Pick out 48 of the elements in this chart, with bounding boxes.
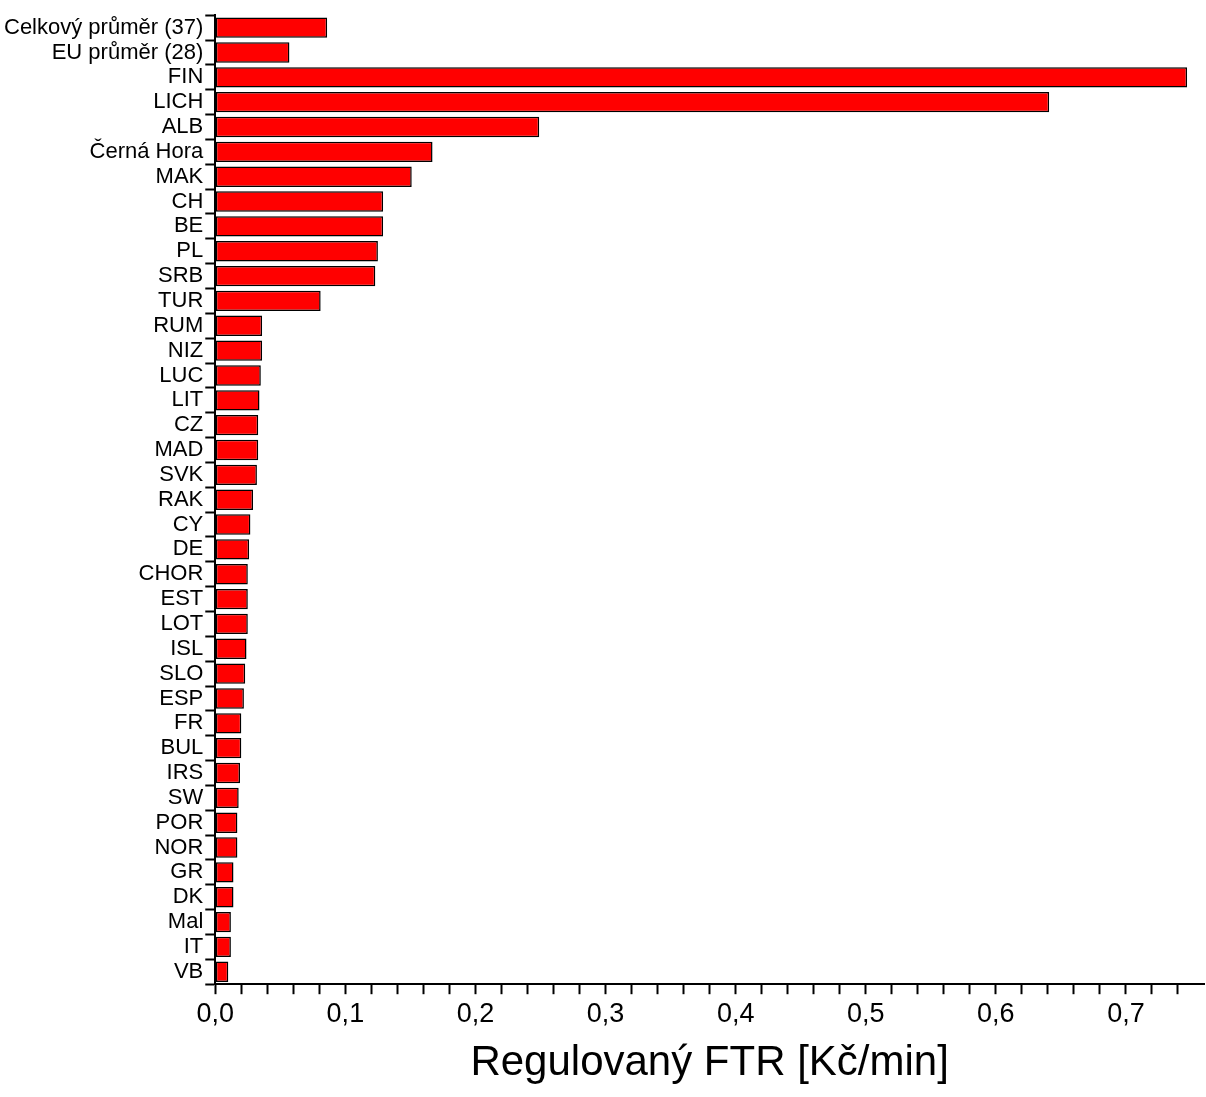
y-tick-label: RAK [158,485,204,511]
y-tick-label: IRS [166,759,204,785]
y-tick-label: LIT [171,386,204,412]
y-tick-label: SRB [158,262,204,288]
x-tick-label: 0,5 [846,997,885,1028]
y-tick-label: ALB [161,113,204,139]
y-tick-label: NOR [154,833,204,859]
y-tick-label: MAK [155,162,204,188]
x-tick-label: 0,6 [977,997,1015,1028]
y-tick-label: GR [170,858,204,884]
x-tick-label: 0,4 [716,997,755,1028]
y-tick-label: LUC [159,361,204,387]
y-tick-label: CHOR [138,560,204,586]
x-tick-label: 0,0 [196,997,235,1028]
y-tick-label: FR [173,709,204,735]
y-tick-label: RUM [153,311,204,337]
y-tick-label: ISL [170,634,204,660]
y-tick-label: VB [173,957,204,983]
y-tick-label: IT [183,932,204,958]
y-tick-label: NIZ [167,336,204,362]
y-tick-label: SW [167,783,204,809]
x-tick-label: 0,2 [456,997,495,1028]
y-tick-label: TUR [158,286,204,312]
x-tick-label: 0,7 [1107,997,1145,1028]
y-tick-label: BE [173,212,204,238]
y-tick-label: LICH [153,88,204,114]
y-tick-label: PL [176,237,204,263]
y-tick-label: BUL [160,734,204,760]
y-tick-label: DE [172,535,204,561]
y-tick-label: EST [160,585,204,611]
y-tick-label: EU průměr (28) [51,38,204,64]
y-tick-label: CH [171,187,204,213]
y-tick-label: LOT [160,609,204,635]
y-tick-label: CY [172,510,204,536]
y-tick-label: FIN [167,63,204,89]
y-tick-label: ESP [159,684,204,710]
y-tick-label: Černá Hora [89,137,205,163]
y-tick-label: CZ [173,411,204,437]
y-tick-label: DK [172,883,204,909]
x-tick-label: 0,3 [586,997,625,1028]
y-tick-label: Celkový průměr (37) [4,13,204,39]
y-tick-label: POR [155,808,204,834]
x-axis-title: Regulovaný FTR [Kč/min] [470,1037,949,1085]
y-tick-label: SVK [159,460,204,486]
y-tick-label: SLO [159,659,204,685]
y-tick-label: Mal [167,908,204,934]
x-tick-label: 0,1 [326,997,365,1028]
y-tick-label: MAD [154,436,204,462]
